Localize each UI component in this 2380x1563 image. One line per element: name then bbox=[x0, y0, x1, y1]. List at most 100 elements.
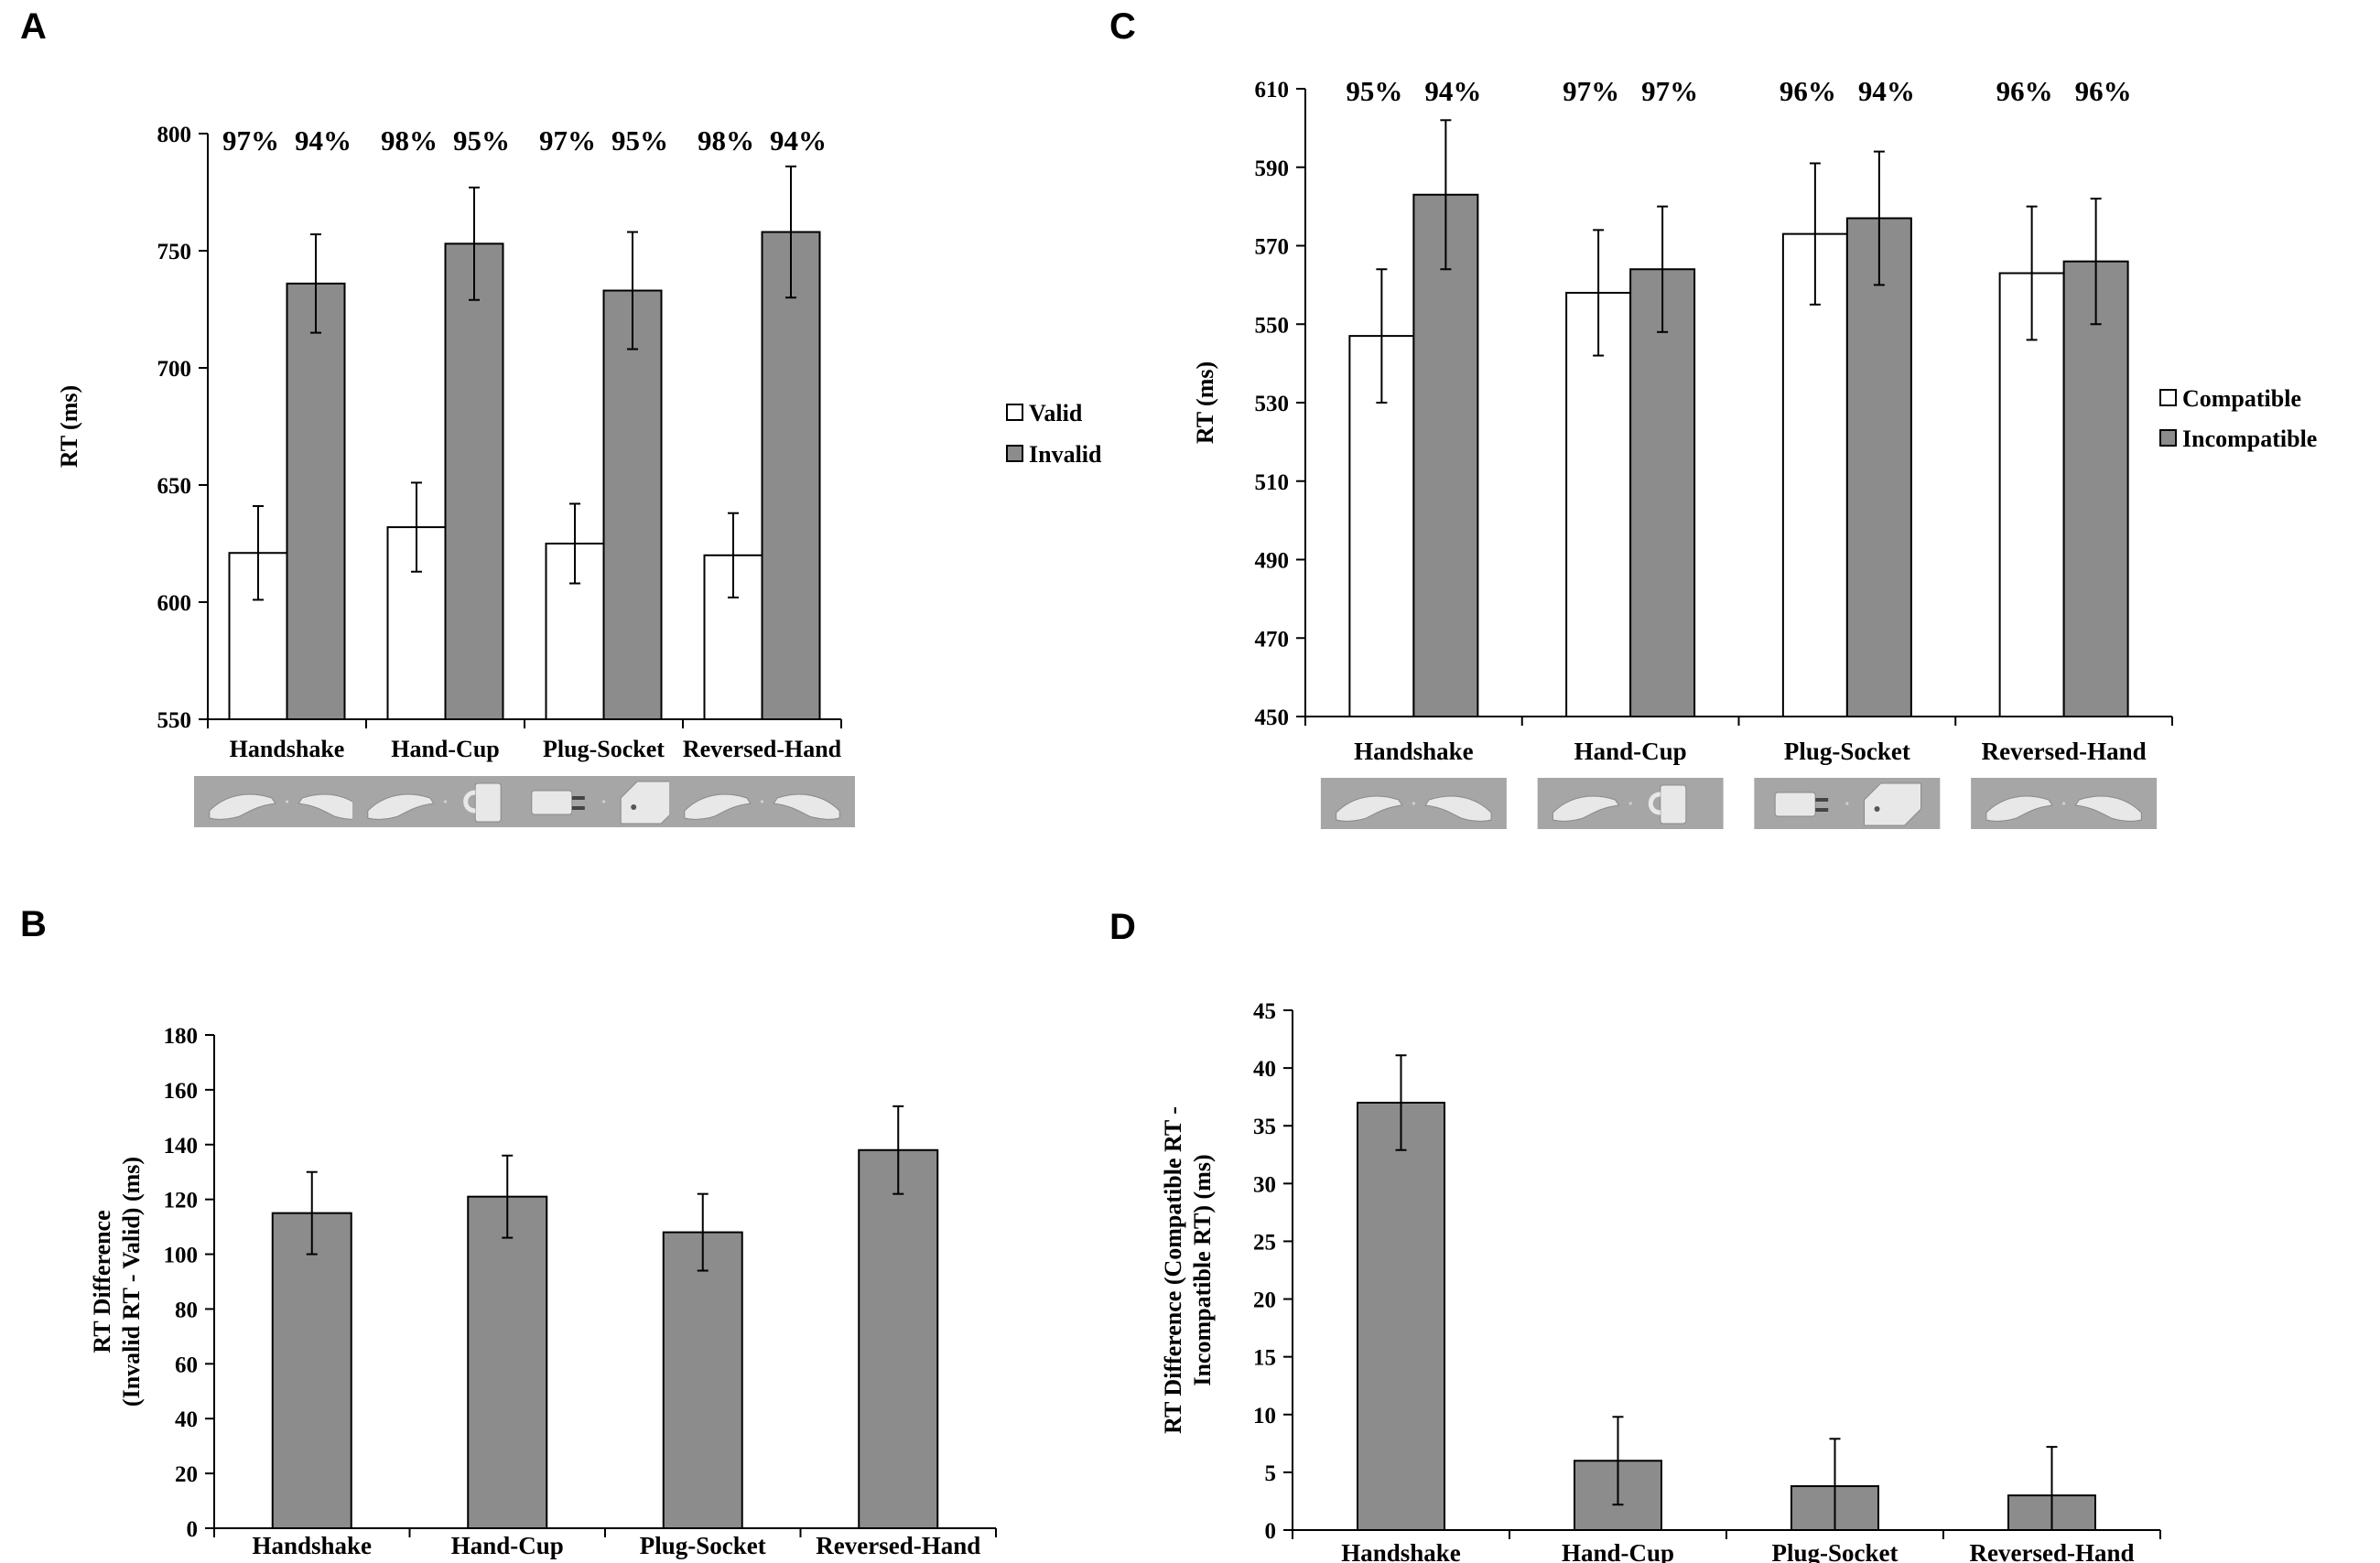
chart-panel-D: D 0 5 10 15 20 25 30 35 40 45 RT Difference (Compat… bbox=[1109, 907, 2161, 1563]
hand-icon bbox=[1985, 795, 2053, 822]
y-tick-label: 0 bbox=[187, 1517, 199, 1542]
socket-icon bbox=[1864, 782, 1922, 826]
accuracy-label: 94% bbox=[770, 124, 827, 156]
stimulus-thumbnail bbox=[1971, 778, 2158, 829]
accuracy-label: 94% bbox=[1858, 75, 1915, 107]
legend: Valid Invalid bbox=[1006, 400, 1102, 468]
bar-compatible bbox=[1998, 272, 2065, 717]
chart-panel-B: B 0 20 40 60 80 100 120 140 160 180 RT Difference (I… bbox=[20, 904, 997, 1559]
category-label: Hand-Cup bbox=[1574, 738, 1687, 765]
bar-incompatible bbox=[2062, 260, 2129, 717]
category-label: Handshake bbox=[230, 736, 345, 762]
fixation-dot bbox=[1412, 802, 1415, 805]
hand-icon bbox=[1552, 795, 1620, 822]
stimulus-thumbnail bbox=[194, 776, 380, 827]
legend: Compatible Incompatible bbox=[2159, 385, 2317, 452]
panel-label: C bbox=[1109, 6, 1136, 47]
y-tick-label: 40 bbox=[1253, 1057, 1276, 1082]
cup-icon bbox=[463, 782, 502, 823]
category-label: Reversed-Hand bbox=[816, 1532, 980, 1559]
y-tick-label: 100 bbox=[164, 1244, 199, 1268]
legend-swatch bbox=[1006, 404, 1023, 421]
bar-rt-difference bbox=[467, 1195, 548, 1530]
y-tick-label: 30 bbox=[1253, 1172, 1276, 1197]
accuracy-label: 94% bbox=[295, 124, 352, 156]
accuracy-label: 98% bbox=[698, 124, 754, 156]
y-tick-label: 15 bbox=[1253, 1346, 1276, 1371]
bar-invalid bbox=[602, 289, 663, 720]
y-tick-label: 20 bbox=[175, 1462, 198, 1487]
category-label: Plug-Socket bbox=[1772, 1539, 1899, 1563]
y-tick-label: 650 bbox=[157, 474, 192, 499]
y-tick-label: 450 bbox=[1255, 706, 1290, 730]
y-tick-label: 550 bbox=[157, 708, 192, 733]
stimulus-thumbnail bbox=[511, 776, 697, 827]
hand-icon bbox=[367, 793, 435, 820]
y-tick-label: 160 bbox=[164, 1079, 199, 1104]
accuracy-label: 98% bbox=[381, 124, 438, 156]
category-label: Plug-Socket bbox=[640, 1532, 766, 1559]
accuracy-label: 97% bbox=[222, 124, 279, 156]
category-label: Reversed-Hand bbox=[1970, 1539, 2135, 1563]
accuracy-label: 96% bbox=[1780, 75, 1836, 107]
accuracy-label: 94% bbox=[1424, 75, 1481, 107]
y-tick-label: 700 bbox=[157, 357, 192, 382]
legend-label: Compatible bbox=[2182, 385, 2301, 412]
bar-invalid bbox=[761, 231, 821, 720]
category-label: Plug-Socket bbox=[543, 736, 665, 762]
category-label: Plug-Socket bbox=[1784, 738, 1910, 765]
hand-icon bbox=[1336, 795, 1403, 822]
bar-incompatible bbox=[1412, 193, 1479, 717]
fixation-dot bbox=[760, 800, 764, 803]
hand-icon bbox=[773, 793, 840, 820]
bar-invalid bbox=[444, 243, 504, 720]
y-tick-label: 0 bbox=[1265, 1519, 1277, 1544]
stimulus-thumbnail bbox=[1754, 778, 1941, 829]
chart-panel-C: C 450 470 490 510 530 550 570 590 610 RT (ms) 95% 94… bbox=[1109, 6, 2317, 829]
bar-incompatible bbox=[1629, 268, 1696, 717]
fixation-dot bbox=[1845, 802, 1849, 805]
y-tick-label: 60 bbox=[175, 1353, 198, 1377]
plug-icon bbox=[1774, 792, 1829, 817]
stimulus-thumbnail bbox=[352, 776, 538, 827]
stimulus-thumbnail bbox=[1320, 778, 1507, 829]
category-label: Handshake bbox=[252, 1532, 372, 1559]
stimulus-thumbnail bbox=[1537, 778, 1724, 829]
y-tick-label: 5 bbox=[1265, 1461, 1277, 1486]
bar-rt-difference bbox=[662, 1231, 743, 1529]
accuracy-label: 97% bbox=[539, 124, 596, 156]
legend-label: Valid bbox=[1029, 400, 1083, 426]
y-tick-label: 120 bbox=[164, 1189, 199, 1213]
accuracy-label: 95% bbox=[1346, 75, 1402, 107]
y-tick-label: 530 bbox=[1255, 392, 1290, 416]
bar-rt-difference bbox=[858, 1148, 939, 1530]
accuracy-label: 96% bbox=[1996, 75, 2053, 107]
y-tick-label: 550 bbox=[1255, 313, 1290, 338]
legend-label: Invalid bbox=[1029, 441, 1102, 468]
fixation-dot bbox=[601, 800, 606, 803]
panel-label: D bbox=[1109, 907, 1136, 947]
panel-label: B bbox=[20, 904, 47, 944]
stimulus-thumbnail bbox=[669, 776, 855, 827]
bar-incompatible bbox=[1845, 217, 1912, 718]
category-label: Hand-Cup bbox=[1562, 1539, 1674, 1563]
plug-icon bbox=[531, 790, 585, 815]
y-tick-label: 590 bbox=[1255, 156, 1290, 181]
category-label: Reversed-Hand bbox=[1982, 738, 2147, 765]
y-tick-label: 10 bbox=[1253, 1404, 1276, 1428]
bar-rt-difference bbox=[271, 1212, 352, 1530]
y-tick-label: 510 bbox=[1255, 470, 1290, 495]
accuracy-label: 97% bbox=[1563, 75, 1619, 107]
hand-icon bbox=[209, 793, 276, 820]
y-axis-label-line: RT Difference (Compatible RT - bbox=[1160, 1106, 1186, 1434]
y-tick-label: 80 bbox=[175, 1298, 198, 1322]
bar-rt-difference bbox=[1357, 1101, 1445, 1531]
legend-swatch bbox=[2159, 389, 2177, 406]
panel-label: A bbox=[20, 6, 47, 47]
y-tick-label: 180 bbox=[164, 1024, 199, 1049]
cup-icon bbox=[1648, 784, 1687, 825]
category-label: Hand-Cup bbox=[451, 1532, 564, 1559]
y-tick-label: 40 bbox=[175, 1407, 198, 1432]
y-tick-label: 45 bbox=[1253, 999, 1276, 1024]
